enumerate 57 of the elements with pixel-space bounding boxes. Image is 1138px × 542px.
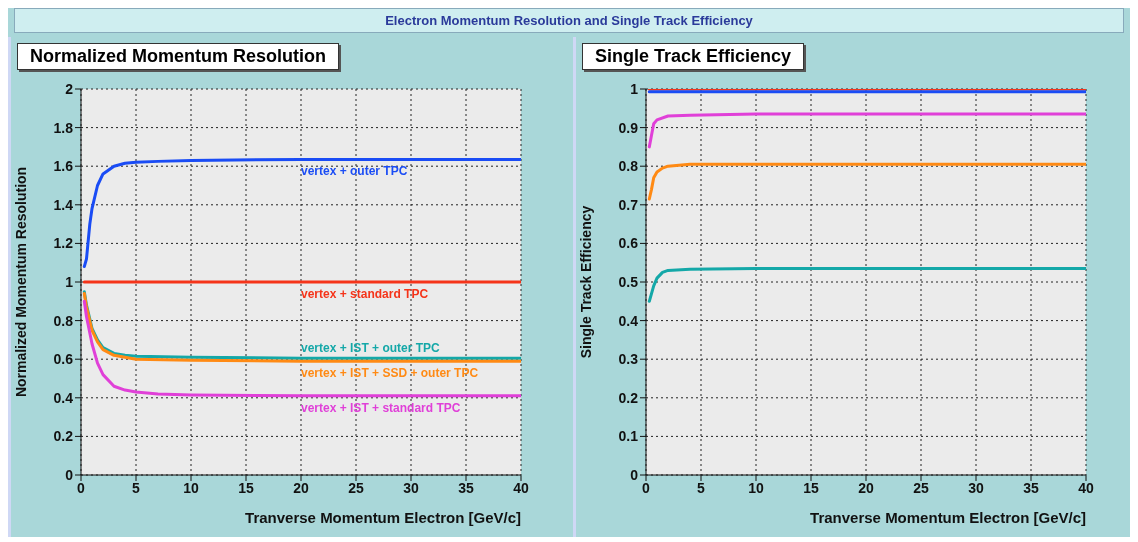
series-label: vertex + IST + standard TPC <box>301 400 461 415</box>
y-tick-label: 0.1 <box>618 428 639 445</box>
line-series <box>647 266 1086 303</box>
series-label: vertex + standard TPC <box>301 287 429 301</box>
chart-title: Normalized Momentum Resolution <box>17 43 340 70</box>
x-tick-label: 10 <box>748 479 764 496</box>
y-tick-label: 1.2 <box>53 235 74 252</box>
series-label: vertex + IST + outer TPC <box>301 341 441 356</box>
y-tick-label: 0 <box>630 466 639 483</box>
y-tick-label: 0.4 <box>53 389 74 406</box>
y-tick-label: 0.6 <box>53 351 74 368</box>
y-tick-label: 0.8 <box>53 312 74 329</box>
y-tick-label: 1 <box>65 273 74 290</box>
y-tick-label: 1.4 <box>53 196 74 213</box>
y-tick-label: 2 <box>65 80 74 97</box>
y-tick-label: 1.6 <box>53 158 74 175</box>
x-axis-title: Tranverse Momentum Electron [GeV/c] <box>245 509 521 526</box>
x-tick-label: 20 <box>858 479 874 496</box>
x-tick-label: 15 <box>238 479 254 496</box>
x-tick-label: 0 <box>77 479 86 496</box>
y-tick-label: 0.2 <box>618 389 639 406</box>
y-tick-label: 0.5 <box>618 273 639 290</box>
text: Electron Momentum Resolution and Single Track Efficiency <box>14 8 1124 33</box>
y-tick-label: 0.7 <box>618 196 639 213</box>
x-tick-label: 15 <box>803 479 819 496</box>
line-series <box>82 299 521 398</box>
chart-title: Single Track Efficiency <box>582 43 805 70</box>
x-tick-label: 25 <box>913 479 929 496</box>
y-tick-label: 1.8 <box>53 119 74 136</box>
x-tick-label: 5 <box>697 479 706 496</box>
line-series <box>82 157 521 269</box>
x-axis-title: Tranverse Momentum Electron [GeV/c] <box>810 509 1086 526</box>
x-tick-label: 40 <box>513 479 529 496</box>
x-tick-label: 35 <box>1023 479 1039 496</box>
y-tick-label: 0.8 <box>618 158 639 175</box>
y-tick-label: 0.4 <box>618 312 639 329</box>
y-tick-label: 1 <box>630 80 639 97</box>
line-series <box>647 162 1086 201</box>
y-tick-label: 0.3 <box>618 351 639 368</box>
x-tick-label: 20 <box>293 479 309 496</box>
y-tick-label: 0.6 <box>618 235 639 252</box>
line-series <box>647 112 1086 149</box>
y-axis-title: Single Track Efficiency <box>577 205 594 359</box>
x-tick-label: 5 <box>132 479 141 496</box>
x-tick-label: 35 <box>458 479 474 496</box>
y-axis-title: Normalized Momentum Resolution <box>12 166 29 398</box>
series-label: vertex + IST + SSD + outer TPC <box>301 366 479 381</box>
series-label: vertex + outer TPC <box>301 164 408 179</box>
x-tick-label: 10 <box>183 479 199 496</box>
y-tick-label: 0.9 <box>618 119 639 136</box>
x-tick-label: 40 <box>1078 479 1094 496</box>
x-tick-label: 30 <box>968 479 984 496</box>
x-tick-label: 25 <box>348 479 364 496</box>
y-tick-label: 0 <box>65 466 74 483</box>
y-tick-label: 0.2 <box>53 428 74 445</box>
x-tick-label: 0 <box>642 479 651 496</box>
x-tick-label: 30 <box>403 479 419 496</box>
